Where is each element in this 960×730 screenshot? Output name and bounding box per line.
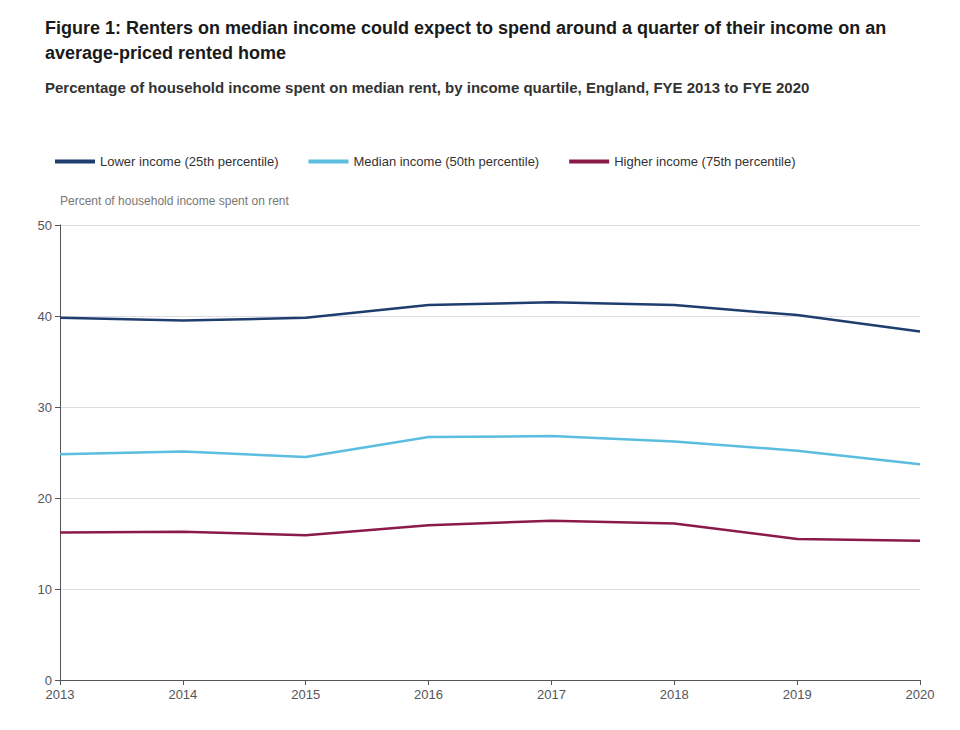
svg-text:2018: 2018 xyxy=(660,687,689,702)
svg-text:Lower income (25th percentile): Lower income (25th percentile) xyxy=(100,154,278,169)
svg-text:40: 40 xyxy=(38,309,52,324)
svg-text:50: 50 xyxy=(38,218,52,233)
svg-text:Percent of household income sp: Percent of household income spent on ren… xyxy=(60,194,289,208)
svg-text:2016: 2016 xyxy=(414,687,443,702)
svg-text:2015: 2015 xyxy=(291,687,320,702)
svg-text:average-priced rented home: average-priced rented home xyxy=(45,43,286,63)
svg-text:Higher income (75th percentile: Higher income (75th percentile) xyxy=(614,154,795,169)
svg-text:20: 20 xyxy=(38,491,52,506)
svg-text:10: 10 xyxy=(38,582,52,597)
svg-text:2020: 2020 xyxy=(906,687,935,702)
svg-text:2014: 2014 xyxy=(168,687,197,702)
svg-text:0: 0 xyxy=(45,673,52,688)
svg-text:Percentage of household income: Percentage of household income spent on … xyxy=(45,79,809,96)
svg-text:Median income (50th percentile: Median income (50th percentile) xyxy=(353,154,539,169)
svg-text:30: 30 xyxy=(38,400,52,415)
svg-text:2013: 2013 xyxy=(46,687,75,702)
svg-text:2017: 2017 xyxy=(537,687,566,702)
svg-text:2019: 2019 xyxy=(783,687,812,702)
svg-text:Figure 1: Renters on median in: Figure 1: Renters on median income could… xyxy=(45,18,891,38)
